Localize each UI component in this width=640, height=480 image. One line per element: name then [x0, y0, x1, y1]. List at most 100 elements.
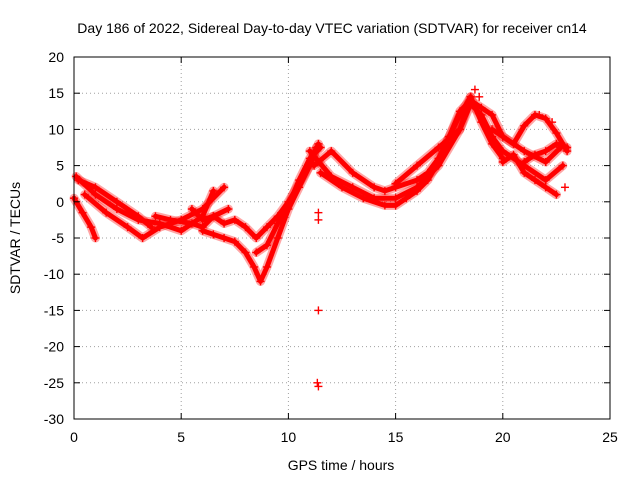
- series-track: [82, 184, 227, 241]
- outlier-point: [314, 208, 323, 217]
- outlier-point: [314, 215, 323, 224]
- data-point: [391, 194, 400, 203]
- x-tick-label: 0: [70, 429, 78, 445]
- data-point: [155, 219, 164, 228]
- data-point: [552, 190, 561, 199]
- series-track: [500, 152, 559, 198]
- data-point: [209, 186, 218, 195]
- data-point: [541, 176, 550, 185]
- data-point: [91, 190, 100, 199]
- data-point: [498, 157, 507, 166]
- data-point: [187, 205, 196, 214]
- data-point: [166, 215, 175, 224]
- data-point: [177, 226, 186, 235]
- y-tick-label: 5: [56, 158, 64, 174]
- data-point: [198, 226, 207, 235]
- y-tick-label: 20: [48, 49, 64, 65]
- data-point: [220, 183, 229, 192]
- data-point: [370, 183, 379, 192]
- series-track-l: [391, 92, 476, 189]
- outlier-point: [560, 183, 569, 192]
- data-point: [338, 183, 346, 192]
- data-point: [241, 223, 250, 232]
- data-point: [241, 248, 250, 257]
- x-tick-label: 15: [388, 429, 404, 445]
- data-point: [87, 223, 96, 232]
- series-track-k: [316, 95, 566, 210]
- data-point: [284, 201, 293, 210]
- grid: [74, 57, 610, 419]
- data-point: [305, 147, 314, 156]
- outlier-point: [313, 378, 322, 387]
- data-point: [552, 139, 561, 148]
- data-point: [91, 234, 100, 242]
- y-tick-label: -25: [44, 375, 64, 391]
- data-point: [530, 150, 539, 159]
- series-track-n: [498, 150, 561, 200]
- data-points: [69, 85, 572, 391]
- data-point: [91, 183, 100, 192]
- data-point: [558, 161, 567, 170]
- y-tick-label: -20: [44, 339, 64, 355]
- data-point: [327, 147, 336, 156]
- data-point: [348, 168, 357, 177]
- x-tick-labels: 0 5 10 15 20 25: [70, 429, 618, 445]
- data-point: [112, 205, 121, 214]
- data-point: [262, 262, 271, 271]
- data-point: [402, 194, 411, 203]
- outlier-point: [548, 118, 557, 127]
- series-track: [489, 112, 570, 154]
- data-point: [509, 139, 518, 148]
- x-tick-label: 25: [602, 429, 618, 445]
- series-track-halo: [487, 110, 572, 156]
- data-point: [530, 176, 539, 185]
- x-tick-label: 20: [495, 429, 511, 445]
- outlier-point: [314, 382, 323, 391]
- data-point: [413, 161, 422, 170]
- series-track-halo: [80, 182, 229, 243]
- data-point: [256, 277, 265, 286]
- data-point: [78, 208, 87, 217]
- data-point: [434, 157, 443, 166]
- y-tick-label: 10: [48, 121, 64, 137]
- y-tick-labels: 20 15 10 5 0 -5 -10 -15 -20 -25 -30: [44, 49, 64, 427]
- data-point: [552, 129, 561, 138]
- data-point: [488, 110, 497, 119]
- data-point: [413, 186, 422, 195]
- series-track-h: [251, 143, 326, 257]
- series-track-a: [69, 193, 100, 243]
- data-point: [488, 139, 497, 148]
- data-point: [80, 190, 89, 199]
- data-point: [541, 183, 550, 192]
- chart-title: Day 186 of 2022, Sidereal Day-to-day VTE…: [77, 20, 587, 36]
- data-point: [134, 215, 143, 224]
- series-track-halo: [498, 150, 561, 200]
- data-point: [262, 223, 271, 232]
- data-point: [230, 237, 239, 246]
- data-point: [310, 161, 319, 170]
- data-point: [477, 103, 486, 112]
- outlier-point: [314, 306, 323, 315]
- data-point: [434, 143, 443, 152]
- data-point: [250, 262, 259, 271]
- data-point: [138, 234, 147, 242]
- data-point: [220, 234, 229, 242]
- data-point: [273, 234, 282, 242]
- y-tick-label: 15: [48, 85, 64, 101]
- x-axis-label: GPS time / hours: [288, 457, 395, 473]
- y-tick-label: 0: [56, 194, 64, 210]
- data-point: [262, 241, 271, 250]
- outlier-point: [475, 92, 484, 101]
- data-point: [391, 201, 400, 210]
- data-point: [151, 212, 160, 221]
- data-point: [380, 201, 389, 210]
- data-point: [563, 143, 572, 152]
- data-point: [295, 176, 304, 185]
- series-track-o: [519, 139, 572, 167]
- data-point: [224, 205, 233, 214]
- y-tick-label: -10: [44, 266, 64, 282]
- data-point: [455, 107, 464, 116]
- data-point: [359, 194, 368, 203]
